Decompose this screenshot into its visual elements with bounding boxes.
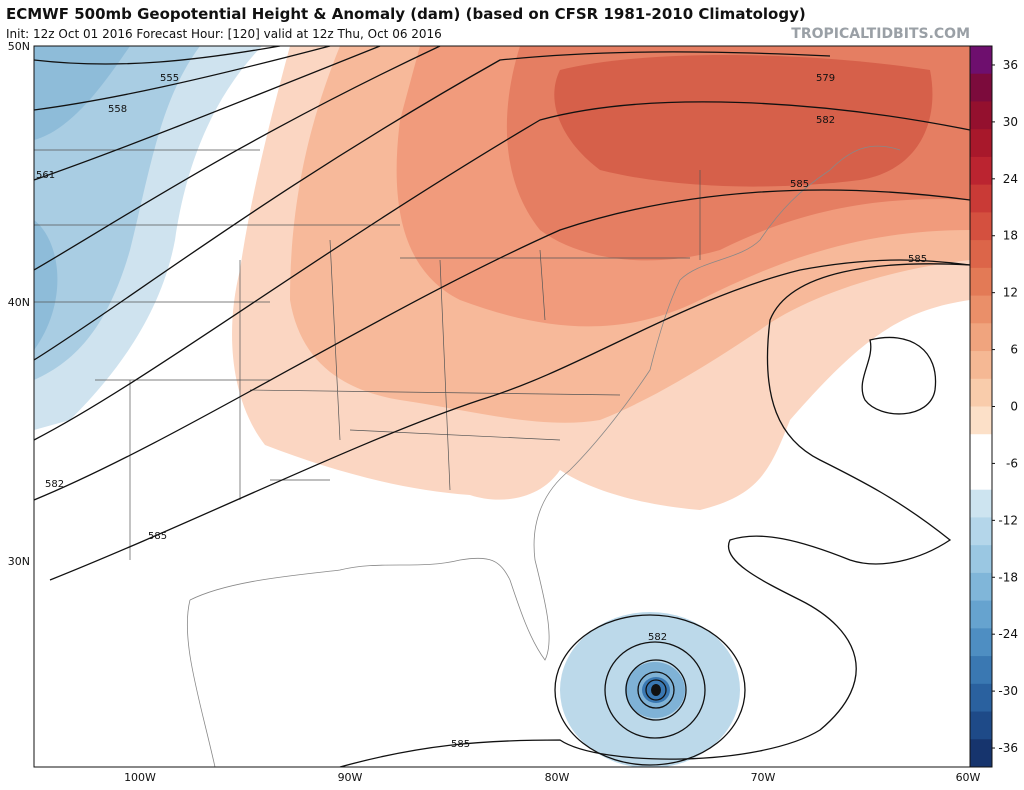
coastline — [186, 599, 216, 767]
colorbar-band — [970, 711, 992, 740]
colorbar-tick-label: 12 — [1003, 286, 1018, 300]
contour-line — [339, 263, 970, 767]
colorbar-band — [970, 212, 992, 241]
lat-label: 30N — [8, 555, 30, 568]
colorbar-tick-label: 36 — [1003, 58, 1018, 72]
contour-line — [34, 101, 970, 441]
colorbar-tick-label: -12 — [998, 513, 1018, 527]
contour-label: 579 — [816, 73, 835, 84]
source: TROPICALTIDBITS.COM — [791, 26, 970, 42]
contour-label: 582 — [45, 479, 64, 490]
contour-line — [604, 641, 706, 739]
contour-line — [49, 259, 970, 581]
map: 555 558 561 579 582 585 585 582 585 582 … — [8, 40, 981, 784]
contour-label: 561 — [36, 170, 55, 181]
colorbar-tick-label: 18 — [1003, 229, 1018, 243]
colorbar-band — [970, 46, 992, 75]
subtitle: Init: 12z Oct 01 2016 Forecast Hour: [12… — [6, 27, 442, 41]
lat-label: 50N — [8, 40, 30, 53]
colorbar-tick-label: -30 — [998, 684, 1018, 698]
contour-label: 558 — [108, 104, 127, 115]
contour-label: 555 — [160, 73, 179, 84]
colorbar-band — [970, 489, 992, 518]
anomaly-area — [34, 220, 58, 350]
lon-label: 60W — [956, 771, 981, 784]
colorbar-band — [970, 129, 992, 158]
contour-label: 585 — [148, 531, 167, 542]
colorbar-tick-label: 0 — [1010, 400, 1018, 414]
contour-line — [651, 684, 661, 696]
colorbar-tick-label: -18 — [998, 570, 1018, 584]
anomaly-area — [34, 46, 130, 140]
colorbar-band — [970, 434, 992, 463]
contour-label: 585 — [908, 254, 927, 265]
contour-label: 582 — [648, 632, 667, 643]
colorbar: 36 30 24 18 12 6 0 -6 -12 -18 -24 -30 -36 — [969, 45, 1018, 768]
coastline — [189, 145, 901, 661]
colorbar-band — [970, 351, 992, 380]
contour-line — [34, 46, 441, 271]
colorbar-tick-label: 30 — [1003, 115, 1018, 129]
contour-line — [625, 659, 687, 721]
contour-line — [34, 189, 970, 501]
contour-line — [34, 46, 331, 111]
state-border — [34, 149, 701, 560]
colorbar-tick-label: 6 — [1010, 343, 1018, 357]
anomaly-area — [34, 46, 200, 380]
colorbar-band — [970, 600, 992, 629]
colorbar-band — [970, 461, 992, 491]
colorbar-band — [970, 240, 992, 269]
colorbar-band — [970, 656, 992, 685]
colorbar-tick-label: -6 — [1006, 456, 1018, 470]
lat-label: 40N — [8, 296, 30, 309]
colorbar-band — [970, 295, 992, 324]
colorbar-band — [970, 628, 992, 657]
colorbar-band — [970, 184, 992, 213]
title: ECMWF 500mb Geopotential Height & Anomal… — [6, 5, 806, 23]
contour-line — [34, 46, 381, 181]
colorbar-band — [970, 572, 992, 602]
anomaly-area — [554, 55, 933, 187]
contour-line — [34, 46, 281, 65]
contour-line — [645, 679, 667, 701]
colorbar-band — [970, 378, 992, 407]
colorbar-tick-label: -24 — [998, 627, 1018, 641]
lon-label: 90W — [338, 771, 363, 784]
colorbar-band — [970, 683, 992, 713]
colorbar-band — [970, 545, 992, 574]
colorbar-band — [970, 739, 992, 768]
colorbar-band — [970, 73, 992, 102]
contour-line — [34, 51, 831, 361]
lon-label: 80W — [545, 771, 570, 784]
colorbar-band — [970, 323, 992, 352]
contour-line — [554, 614, 746, 766]
lon-label: 100W — [124, 771, 156, 784]
contour-line — [861, 336, 937, 415]
colorbar-tick-label: -36 — [998, 741, 1018, 755]
colorbar-band — [970, 406, 992, 435]
colorbar-band — [970, 267, 992, 297]
colorbar-band — [970, 156, 992, 186]
contour-line — [637, 671, 675, 709]
colorbar-tick-label: 24 — [1003, 172, 1018, 186]
lon-label: 70W — [751, 771, 776, 784]
colorbar-band — [970, 517, 992, 546]
contour-label: 585 — [790, 179, 809, 190]
contour-label: 585 — [451, 739, 470, 750]
contour-label: 582 — [816, 115, 835, 126]
colorbar-band — [970, 101, 992, 130]
